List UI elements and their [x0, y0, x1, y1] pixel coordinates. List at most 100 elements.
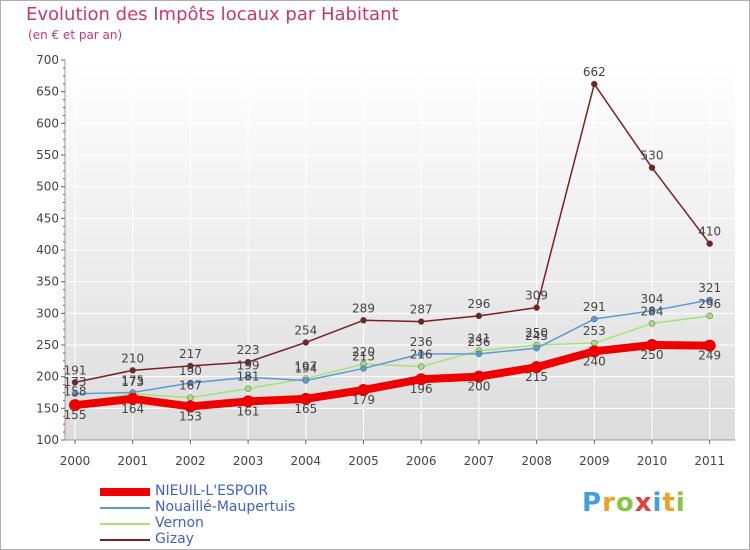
logo-letter: i	[675, 488, 686, 518]
x-tick-label: 2011	[694, 454, 725, 468]
data-point	[242, 395, 255, 408]
data-point	[648, 320, 656, 327]
proxiti-logo: Proxiti	[582, 488, 686, 518]
data-label: 240	[583, 354, 606, 368]
logo-letter: r	[602, 488, 616, 518]
data-point	[360, 365, 367, 372]
data-point	[299, 392, 312, 405]
legend-swatch-vernon	[100, 523, 150, 525]
data-label: 249	[698, 349, 721, 363]
legend-item-nouaille: Nouaillé-Maupertuis	[100, 499, 360, 516]
y-tick-label: 600	[36, 116, 59, 130]
data-point	[472, 370, 485, 383]
data-label: 223	[237, 343, 260, 357]
x-tick-label: 2006	[406, 454, 437, 468]
data-point	[71, 379, 79, 386]
data-point	[184, 400, 197, 413]
y-tick-label: 500	[36, 180, 59, 194]
x-tick-label: 2005	[348, 454, 379, 468]
logo-letter: i	[652, 488, 663, 518]
data-point	[244, 358, 252, 366]
y-tick-label: 150	[36, 401, 59, 415]
data-point	[129, 367, 136, 374]
chart-subtitle: (en € et par an)	[28, 28, 123, 42]
data-point	[244, 385, 252, 392]
data-label: 175	[121, 374, 144, 388]
series-line-1	[74, 299, 711, 395]
legend-swatch-nieuil	[100, 488, 150, 496]
data-point	[533, 344, 540, 352]
data-label: 213	[352, 349, 375, 363]
data-label: 153	[179, 409, 202, 423]
data-point	[417, 318, 425, 325]
data-point	[302, 377, 310, 384]
data-label: 194	[294, 361, 317, 375]
data-point	[706, 240, 713, 247]
legend-swatch-gizay	[100, 539, 150, 541]
x-tick-label: 2002	[175, 454, 206, 468]
data-label: 662	[583, 65, 606, 79]
data-label: 215	[525, 370, 548, 384]
y-tick-label: 650	[36, 85, 59, 99]
y-tick-label: 250	[36, 338, 59, 352]
data-label: 250	[641, 348, 664, 362]
y-tick-label: 100	[36, 433, 59, 447]
data-label: 173	[64, 375, 87, 389]
data-point	[475, 312, 483, 320]
data-label: 296	[467, 297, 490, 311]
data-label: 245	[525, 329, 548, 343]
data-label: 236	[410, 335, 433, 349]
data-label: 200	[467, 380, 490, 394]
x-tick-label: 2000	[60, 454, 91, 468]
logo-letter: t	[662, 488, 676, 518]
legend-label-nouaille: Nouaillé-Maupertuis	[155, 499, 296, 515]
legend-item-gizay: Gizay	[100, 531, 360, 548]
data-label: 321	[698, 281, 721, 295]
data-point	[360, 317, 367, 324]
data-label: 254	[294, 323, 317, 337]
x-tick-label: 2008	[521, 454, 552, 468]
series-line-2	[74, 315, 711, 405]
data-label: 253	[583, 324, 606, 338]
data-point	[648, 307, 656, 315]
x-tick-label: 2003	[233, 454, 264, 468]
logo-letter: x	[634, 488, 653, 518]
data-label: 196	[410, 382, 433, 396]
data-point	[244, 374, 252, 381]
data-label: 410	[698, 225, 721, 239]
data-label: 304	[641, 292, 664, 306]
data-point	[648, 164, 656, 171]
data-label: 155	[64, 408, 87, 422]
data-label: 164	[121, 402, 144, 416]
data-point	[417, 363, 425, 370]
data-point	[706, 296, 713, 304]
data-label: 250	[525, 326, 548, 340]
series-line-3	[74, 83, 711, 384]
data-point	[530, 361, 543, 374]
x-tick-label: 2009	[579, 454, 610, 468]
data-label: 291	[583, 300, 606, 314]
y-tick-label: 700	[36, 53, 59, 67]
data-point	[591, 80, 598, 88]
x-tick-label: 2001	[117, 454, 148, 468]
legend-item-nieuil: NIEUIL-L'ESPOIR	[100, 483, 360, 500]
data-point	[302, 339, 310, 346]
data-point	[126, 392, 139, 405]
x-tick-label: 2010	[637, 454, 668, 468]
data-point	[533, 304, 540, 311]
legend-swatch-nouaille	[100, 507, 150, 509]
data-label: 309	[525, 289, 548, 303]
data-point	[646, 339, 658, 351]
legend-label-gizay: Gizay	[155, 531, 194, 547]
data-point	[591, 339, 598, 347]
data-label: 158	[64, 384, 87, 398]
data-point	[415, 373, 428, 386]
y-tick-label: 350	[36, 275, 59, 289]
chart-title: Evolution des Impôts locaux par Habitant	[26, 4, 399, 25]
data-label: 296	[698, 297, 721, 311]
data-label: 167	[179, 379, 202, 393]
data-label: 181	[237, 370, 260, 384]
data-point	[417, 350, 425, 358]
data-point	[357, 383, 370, 396]
